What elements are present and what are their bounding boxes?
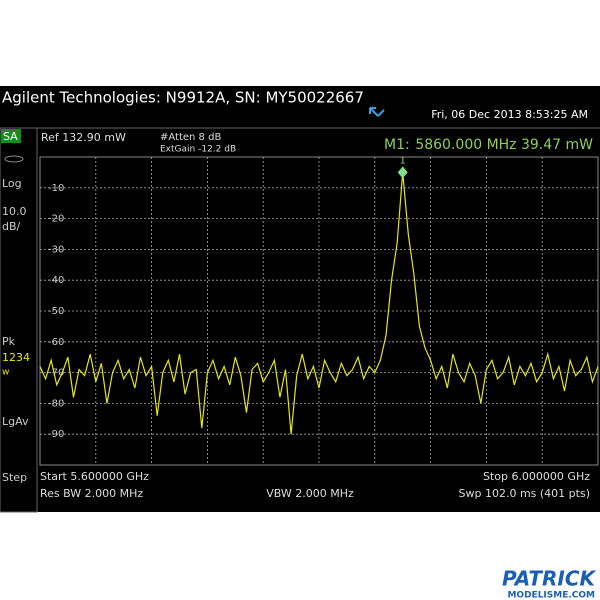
traces: 1234 xyxy=(2,351,30,364)
start-freq: Start 5.600000 GHz xyxy=(40,470,149,483)
marker-readout: 5860.000 MHz 39.47 mW xyxy=(415,137,593,153)
y-tick-label: -40 xyxy=(48,275,64,286)
mode-box xyxy=(1,129,21,143)
atten: #Atten 8 dB xyxy=(160,132,221,143)
scale-type: Log xyxy=(2,177,22,190)
ref-level: Ref 132.90 mW xyxy=(41,131,126,144)
marker-diamond xyxy=(397,166,408,179)
scroll-icon xyxy=(4,155,24,163)
detector: Pk xyxy=(2,335,16,348)
y-tick-label: -60 xyxy=(48,337,64,348)
ext-gain: ExtGain -12.2 dB xyxy=(160,145,236,155)
mode: SA xyxy=(3,130,18,143)
y-tick-label: -10 xyxy=(48,183,64,194)
status-icon xyxy=(369,107,385,117)
y-tick-label: -70 xyxy=(48,368,64,379)
step: Step xyxy=(2,471,27,484)
scale-line: dB/ xyxy=(2,220,21,233)
watermark-brand: PATRICK xyxy=(502,567,597,591)
y-tick-label: -20 xyxy=(48,214,64,225)
y-tick-label: -30 xyxy=(48,244,64,255)
watermark-site: MODELISME.COM xyxy=(507,591,595,600)
side-panel xyxy=(0,127,38,513)
marker-label: M1: xyxy=(384,137,410,153)
trace xyxy=(39,172,599,435)
trace-flag: w xyxy=(2,368,9,378)
y-tick-label: -80 xyxy=(48,398,64,409)
avg: LgAv xyxy=(2,415,29,428)
y-tick-label: -50 xyxy=(48,306,64,317)
header-datetime: Fri, 06 Dec 2013 8:53:25 AM xyxy=(431,108,588,121)
marker-number: 1 xyxy=(400,155,406,166)
scale-line: 10.0 xyxy=(2,205,27,218)
rbw: Res BW 2.000 MHz xyxy=(40,487,143,500)
vbw: VBW 2.000 MHz xyxy=(266,487,354,500)
header-title: Agilent Technologies: N9912A, SN: MY5002… xyxy=(2,89,364,107)
y-tick-label: -90 xyxy=(48,429,64,440)
stop-freq: Stop 6.000000 GHz xyxy=(483,470,590,483)
sweep: Swp 102.0 ms (401 pts) xyxy=(459,487,591,500)
